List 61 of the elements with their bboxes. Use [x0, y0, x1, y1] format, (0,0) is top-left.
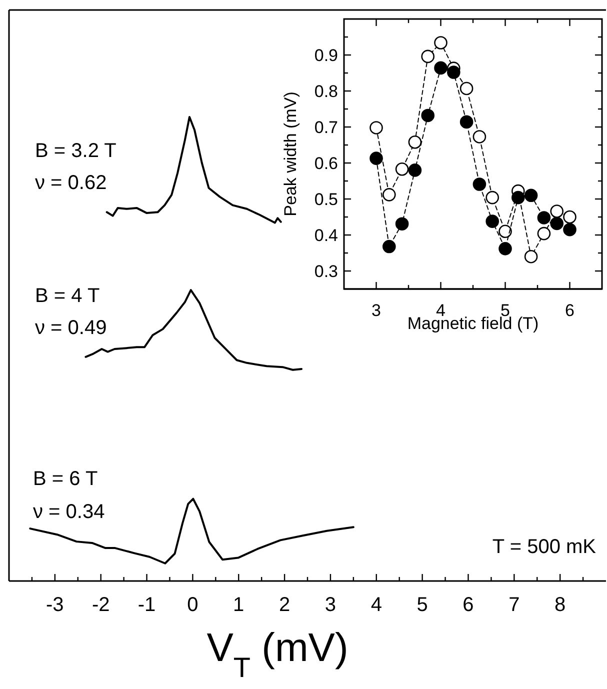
annotation: ν = 0.49 — [35, 317, 107, 339]
point — [434, 61, 448, 75]
point — [460, 82, 474, 96]
point — [382, 188, 396, 202]
point — [395, 217, 409, 230]
point — [550, 204, 564, 218]
point — [421, 50, 434, 64]
point — [512, 190, 525, 204]
x-tick-label: 6 — [565, 301, 574, 320]
point — [370, 121, 383, 134]
point — [408, 164, 422, 177]
x-tick-label: 8 — [554, 594, 566, 616]
x-tick-label: 3 — [324, 594, 336, 616]
point — [395, 162, 409, 176]
point — [370, 152, 383, 165]
y-tick-label: 0.8 — [314, 82, 338, 101]
point — [447, 66, 460, 79]
point — [498, 224, 512, 238]
x-tick-label: -2 — [92, 594, 110, 616]
point — [421, 108, 434, 122]
x-tick-label: 1 — [233, 594, 244, 616]
point — [524, 250, 538, 264]
x-tick-label: 0 — [187, 594, 198, 616]
point — [486, 190, 499, 204]
y-tick-label: 0.5 — [314, 190, 338, 209]
x-tick-label: -1 — [138, 594, 156, 616]
x-tick-label: 2 — [278, 594, 290, 616]
x-tick-label: 3 — [372, 301, 381, 320]
x-tick-label: 6 — [462, 594, 474, 616]
point — [460, 115, 474, 129]
y-tick-label: 0.4 — [314, 226, 338, 245]
point — [524, 188, 538, 202]
point — [550, 216, 564, 230]
point — [563, 222, 576, 236]
y-axis-title: Peak width (mV) — [281, 92, 300, 216]
annotation: B = 6 T — [33, 468, 98, 490]
x-tick-label: -3 — [46, 594, 64, 616]
x-tick-label: 5 — [416, 594, 428, 616]
point — [563, 210, 576, 224]
y-tick-label: 0.3 — [314, 262, 338, 281]
annotation: T = 500 mK — [492, 536, 597, 558]
x-axis-title: V$_{T}$ (mV) — [206, 626, 348, 682]
y-tick-label: 0.9 — [314, 46, 338, 65]
point — [486, 214, 499, 228]
annotation: ν = 0.62 — [35, 172, 107, 194]
point — [382, 240, 396, 254]
x-tick-label: 7 — [508, 594, 520, 616]
point — [408, 135, 422, 149]
point — [472, 178, 486, 191]
y-tick-label: 0.6 — [314, 154, 338, 173]
y-tick-label: 0.7 — [314, 118, 338, 137]
x-tick-label: 4 — [436, 301, 446, 320]
annotation: B = 4 T — [35, 285, 100, 307]
point — [434, 36, 448, 50]
annotation: ν = 0.34 — [33, 501, 105, 523]
x-tick-label: 4 — [370, 594, 382, 616]
point — [537, 211, 551, 224]
annotation: B = 3.2 T — [35, 140, 116, 162]
point — [498, 242, 512, 256]
point — [472, 130, 486, 144]
point — [537, 226, 551, 240]
